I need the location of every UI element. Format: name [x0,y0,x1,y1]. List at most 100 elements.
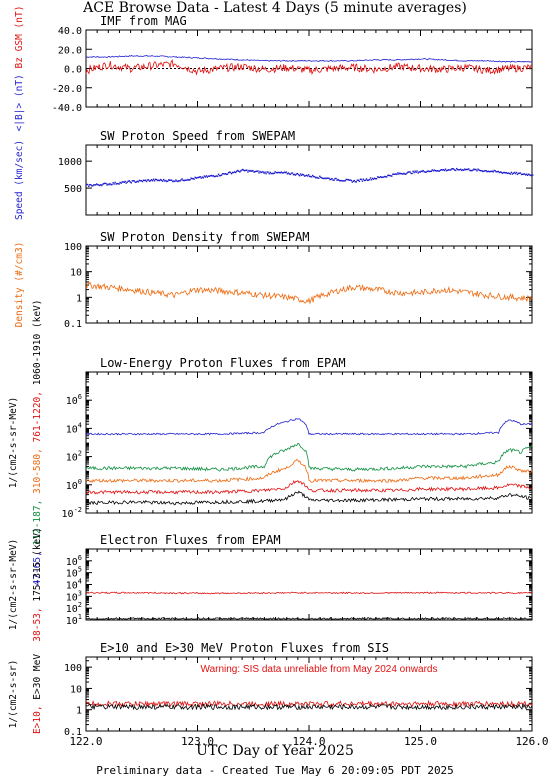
data-point [430,170,432,172]
data-point [142,179,145,181]
data-point [323,177,325,180]
series-2-line [85,617,532,620]
y-axis-label-part: 1060-1910 (keV) [32,299,43,391]
data-point [458,169,460,171]
data-point [495,171,497,173]
data-point [382,176,384,178]
data-point [114,181,116,184]
data-point [107,183,109,185]
data-point [97,184,99,186]
data-point [106,184,108,186]
data-point [481,170,483,172]
data-point [149,179,152,182]
data-point [272,172,274,175]
data-point [218,175,221,177]
data-point [500,171,502,173]
data-point [450,168,453,170]
data-point [490,170,492,173]
data-point [510,171,513,174]
data-point [486,171,488,173]
data-point [350,179,352,182]
data-point [151,180,154,182]
data-point [385,176,387,178]
data-point [293,173,296,176]
data-point [331,177,333,180]
data-point [518,172,521,174]
data-point [203,175,205,177]
data-point [505,172,507,174]
data-point [476,170,478,172]
y-tick-label: 100 [64,242,82,253]
data-point [399,172,401,174]
data-point [494,170,496,172]
y-axis-label: <|B|> (nT) Bz GSM (nT) [14,6,25,132]
data-point [478,169,480,171]
series-1 [86,167,534,187]
data-point [412,170,414,172]
data-point [358,180,361,182]
panel-annotation: Warning: SIS data unreliable from May 20… [201,664,438,675]
data-point [117,183,119,185]
data-point [291,172,294,174]
data-point [254,171,256,173]
data-point [402,173,404,175]
data-point [94,184,96,186]
data-point [416,170,418,172]
data-point [215,175,218,177]
data-point [445,170,448,172]
y-axis-label-part: Speed (km/sec) [14,140,25,220]
data-point [378,176,381,179]
data-point [185,179,187,181]
data-point [432,170,435,172]
data-point [168,179,170,181]
panel-3: SW Proton Density from SWEPAM 100 10 1 0.1 De… [14,230,533,330]
data-point [292,174,295,176]
data-point [294,174,297,176]
data-point [104,182,106,184]
data-point [356,179,358,181]
data-point [154,178,157,180]
data-point [161,179,163,182]
panel-1: IMF from MAG 40.0 20.0 0.0 -20.0 -40.0 <|B|> (… [14,6,533,132]
data-point [261,171,263,173]
data-point [184,179,186,181]
data-point [268,173,270,175]
data-point [201,176,203,178]
data-point [134,181,137,183]
data-point [195,177,197,179]
data-point [390,175,392,177]
data-point [339,180,341,182]
data-point [222,173,225,175]
data-point [86,183,88,186]
data-point [264,171,266,173]
data-point [371,177,374,180]
data-point [425,171,427,173]
data-point [89,184,91,186]
data-point [333,179,335,181]
y-axis-unit: 1/(cm2-s-sr) [8,660,19,729]
data-point [155,179,158,181]
data-point [360,178,363,181]
data-point [158,179,160,181]
data-point [219,174,222,177]
data-point [299,173,302,175]
data-point [422,169,424,172]
data-point [411,172,413,175]
data-point [460,168,462,170]
data-point [523,173,526,175]
data-point [324,177,326,179]
data-point [365,178,368,180]
data-point [455,169,457,172]
data-point [197,176,199,179]
data-point [249,170,251,172]
data-point [437,170,440,172]
data-point [286,173,289,175]
data-point [368,178,371,181]
data-point [506,172,509,175]
data-point [206,176,208,178]
data-point [143,179,146,182]
data-point [186,179,188,181]
data-point [150,179,153,181]
data-point [232,171,234,174]
data-point [256,170,258,172]
